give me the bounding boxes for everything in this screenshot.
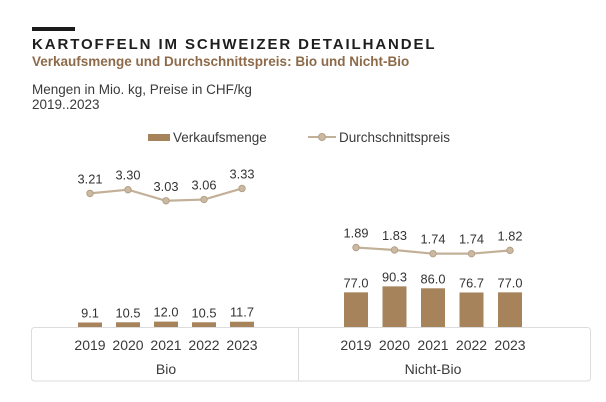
price-value-label: 3.30: [116, 168, 141, 183]
price-point: [200, 195, 208, 204]
volume-bar: [230, 321, 254, 327]
year-tick-label: 2021: [417, 337, 448, 353]
period-note: 2019..2023: [32, 97, 100, 112]
legend-item-verkaufsmenge: Verkaufsmenge: [148, 129, 267, 145]
year-tick-label: 2020: [112, 337, 143, 353]
price-point: [86, 189, 94, 198]
units-note: Mengen in Mio. kg, Preise in CHF/kg: [32, 82, 252, 97]
price-value-label: 3.21: [78, 171, 103, 186]
year-tick-label: 2023: [226, 337, 257, 353]
volume-bar: [382, 286, 407, 327]
legend-item-durchschnittspreis: Durchschnittspreis: [308, 129, 451, 145]
volume-bar: [498, 292, 522, 327]
volume-bar: [192, 322, 216, 327]
year-tick-label: 2022: [456, 337, 487, 353]
year-tick-label: 2021: [150, 337, 181, 353]
bar-value-label: 77.0: [498, 275, 523, 290]
year-tick-label: 2023: [494, 337, 525, 353]
year-tick-label: 2022: [188, 337, 219, 353]
year-tick-label: 2019: [340, 337, 371, 353]
volume-bar: [154, 321, 178, 327]
page-title: KARTOFFELN IM SCHWEIZER DETAILHANDEL: [32, 36, 437, 53]
price-point: [238, 184, 246, 193]
price-point: [390, 246, 399, 254]
price-value-label: 1.89: [344, 226, 369, 241]
bar-value-label: 76.7: [459, 275, 484, 290]
bar-value-label: 12.0: [154, 305, 179, 320]
group-label: Bio: [156, 361, 176, 377]
chart-subtitle: Verkaufsmenge und Durchschnittspreis: Bi…: [32, 54, 410, 69]
bar-value-label: 11.7: [230, 305, 254, 320]
volume-bar: [344, 292, 368, 327]
price-point: [429, 249, 437, 258]
price-point: [352, 243, 360, 252]
line-marker-icon: [308, 130, 336, 144]
volume-bar: [116, 322, 140, 327]
volume-bar: [421, 288, 445, 327]
group-label: Nicht-Bio: [405, 361, 462, 377]
price-value-label: 3.06: [192, 178, 217, 193]
price-point: [124, 186, 132, 194]
price-value-label: 3.33: [230, 166, 255, 181]
price-value-label: 1.82: [498, 228, 523, 243]
price-point: [467, 249, 476, 258]
price-value-label: 1.83: [382, 228, 407, 243]
volume-bar: [459, 292, 484, 327]
year-tick-label: 2019: [74, 337, 105, 353]
bar-value-label: 9.1: [81, 306, 99, 321]
volume-bar: [78, 322, 102, 327]
price-point: [506, 246, 514, 255]
price-value-label: 1.74: [421, 232, 446, 247]
bar-swatch-icon: [148, 133, 170, 141]
price-value-label: 1.74: [459, 232, 484, 247]
year-tick-label: 2020: [379, 337, 410, 353]
bar-value-label: 90.3: [382, 269, 407, 284]
bar-value-label: 10.5: [116, 305, 141, 320]
bar-value-label: 10.5: [192, 305, 217, 320]
legend-bar-label: Verkaufsmenge: [173, 129, 267, 145]
bar-value-label: 77.0: [344, 275, 369, 290]
title-accent-dash: [32, 27, 75, 31]
price-point: [162, 197, 170, 205]
axis-band: [31, 327, 591, 382]
price-value-label: 3.03: [154, 179, 179, 194]
legend-line-label: Durchschnittspreis: [339, 129, 451, 145]
bar-value-label: 86.0: [421, 271, 446, 286]
